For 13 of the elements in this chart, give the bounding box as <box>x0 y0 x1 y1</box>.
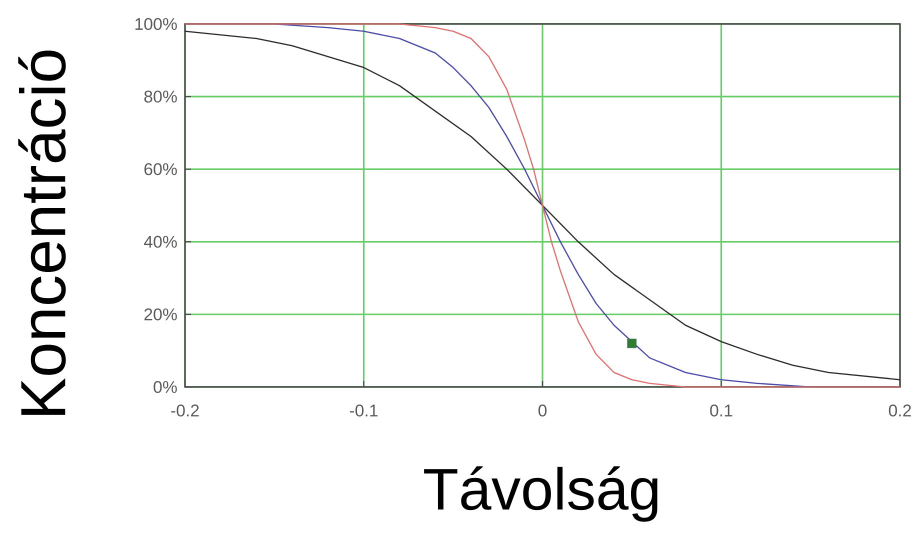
y-tick-label: 40% <box>144 236 177 248</box>
x-axis-title: Távolság <box>424 466 658 522</box>
y-tick-label: 20% <box>144 308 177 320</box>
x-tick-label: 0 <box>538 404 547 416</box>
x-tick-label: -0.2 <box>171 404 199 416</box>
y-axis-title: Koncentráció <box>18 50 66 415</box>
y-tick-label: 0% <box>154 380 177 393</box>
y-tick-label: 60% <box>144 163 177 176</box>
y-tick-label: 80% <box>144 90 177 103</box>
y-tick-label: 100% <box>135 18 177 30</box>
x-tick-label: 0.1 <box>710 404 732 416</box>
x-tick-label: 0.2 <box>888 404 911 416</box>
x-tick-label: -0.1 <box>350 404 378 416</box>
